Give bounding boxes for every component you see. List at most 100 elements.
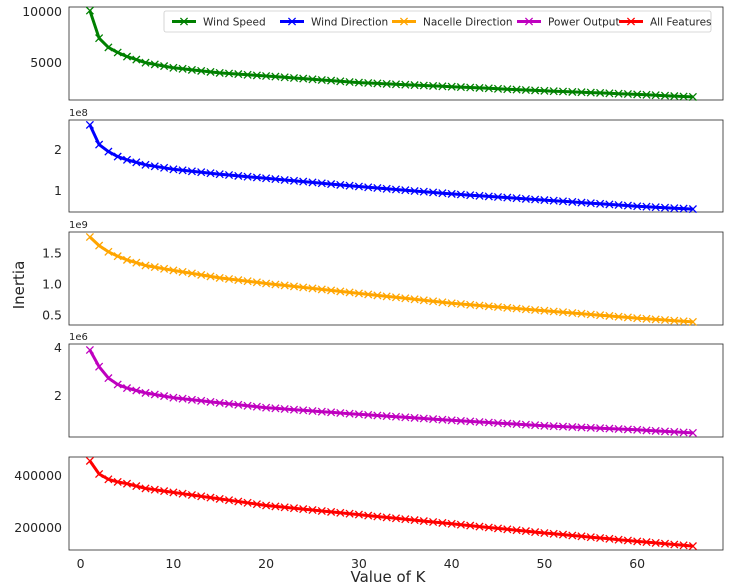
data-point: [122, 479, 132, 488]
data-point: [280, 503, 289, 512]
data-point: [521, 305, 530, 314]
data-point: [614, 424, 623, 434]
data-point: [327, 76, 336, 85]
data-point: [150, 162, 159, 171]
data-point: [382, 79, 391, 88]
data-point: [401, 186, 410, 195]
legend-marker: [287, 17, 297, 26]
data-point: [345, 288, 354, 297]
data-point: [391, 293, 401, 302]
data-point: [262, 174, 271, 183]
data-point: [568, 422, 577, 432]
data-point: [568, 197, 577, 206]
data-point: [345, 509, 354, 518]
data-point: [187, 490, 196, 500]
data-point: [596, 424, 605, 433]
plot-area: [68, 119, 724, 213]
data-point: [558, 530, 568, 539]
data-point: [521, 194, 530, 203]
data-point: [660, 427, 670, 436]
data-point: [484, 302, 493, 311]
y-offset-label: 1e8: [69, 108, 88, 119]
data-point: [373, 79, 382, 88]
x-axis-label: Value of K: [350, 568, 426, 586]
data-point: [113, 252, 122, 261]
data-point: [521, 420, 530, 429]
data-point: [419, 81, 428, 90]
data-point: [429, 517, 438, 527]
data-point: [317, 75, 326, 85]
data-point: [224, 399, 234, 408]
data-point: [141, 261, 150, 270]
data-point: [215, 494, 224, 503]
data-point: [679, 92, 688, 101]
data-point: [160, 264, 169, 273]
data-point: [493, 302, 503, 312]
data-point: [549, 422, 558, 431]
data-point: [271, 502, 280, 511]
legend-entry: Wind Direction: [280, 17, 388, 29]
data-point: [280, 73, 289, 82]
data-point: [493, 84, 503, 93]
data-point: [670, 427, 679, 436]
data-point: [364, 78, 373, 88]
data-point: [317, 506, 326, 516]
series-markers: [85, 120, 697, 214]
data-point: [410, 81, 419, 90]
data-point: [484, 418, 493, 427]
data-point: [540, 196, 549, 205]
data-point: [252, 500, 261, 509]
data-point: [150, 60, 159, 69]
data-point: [308, 75, 317, 84]
data-point: [373, 411, 382, 420]
plot-area: [68, 343, 724, 438]
data-point: [466, 521, 475, 530]
data-point: [336, 287, 345, 296]
data-point: [493, 192, 503, 202]
data-point: [429, 415, 438, 424]
legend: Wind Speed Wind Direction Nacelle Directio…: [163, 10, 712, 33]
y-tick-label: 400000: [14, 468, 62, 483]
data-point: [429, 297, 438, 306]
data-point: [456, 299, 465, 309]
data-point: [614, 312, 623, 321]
data-point: [410, 413, 419, 422]
data-point: [438, 518, 447, 527]
data-point: [280, 404, 289, 414]
legend-label: Nacelle Direction: [423, 17, 513, 29]
data-point: [558, 197, 568, 206]
data-point: [503, 525, 512, 534]
data-point: [660, 315, 670, 325]
data-point: [197, 66, 206, 75]
data-point: [122, 255, 132, 264]
data-point: [132, 258, 141, 267]
legend-label: All Features: [650, 17, 712, 29]
data-point: [336, 408, 345, 418]
series-markers: [85, 456, 697, 551]
data-point: [215, 398, 224, 407]
data-point: [169, 266, 178, 275]
data-point: [447, 519, 456, 528]
data-point: [289, 405, 299, 414]
data-point: [206, 272, 215, 281]
x-tick-label: 60: [629, 556, 645, 571]
data-point: [531, 195, 540, 204]
y-tick-label: 2: [54, 142, 62, 157]
data-point: [558, 422, 568, 431]
data-point: [364, 511, 373, 520]
data-point: [605, 534, 614, 543]
data-point: [308, 284, 317, 293]
data-point: [373, 183, 382, 193]
data-point: [577, 309, 586, 318]
data-point: [651, 203, 660, 212]
data-point: [336, 77, 345, 86]
data-point: [224, 69, 234, 78]
data-point: [299, 406, 308, 415]
data-point: [187, 269, 196, 278]
data-point: [642, 202, 651, 211]
data-point: [271, 72, 280, 81]
data-point: [401, 413, 410, 422]
data-point: [113, 380, 122, 389]
data-point: [382, 292, 391, 301]
data-point: [206, 67, 215, 76]
